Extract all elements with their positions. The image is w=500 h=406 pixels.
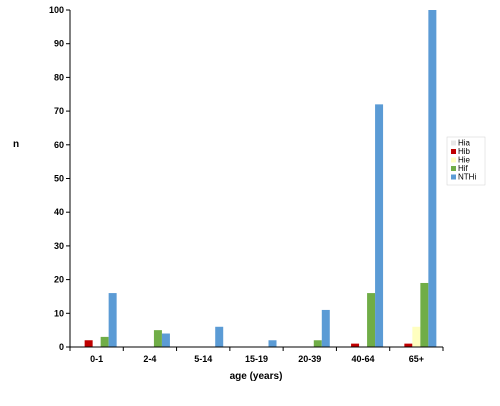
legend-swatch-hie xyxy=(451,157,456,163)
y-tick-label: 20 xyxy=(54,275,64,285)
bar-nthi-20-39 xyxy=(321,309,330,347)
x-tick-label: 2-4 xyxy=(143,354,156,364)
y-tick-label: 30 xyxy=(54,241,64,251)
bars xyxy=(84,10,437,347)
y-tick-label: 0 xyxy=(59,342,64,352)
y-tick-label: 70 xyxy=(54,106,64,116)
x-tick-label: 5-14 xyxy=(194,354,212,364)
bar-hib-40-64 xyxy=(351,343,360,347)
bar-hib-65+ xyxy=(404,343,413,347)
bar-nthi-65+ xyxy=(428,10,437,347)
x-axis-title: age (years) xyxy=(230,371,283,382)
y-axis-ticks: 0 10 20 30 40 50 60 70 80 90 100 xyxy=(49,5,70,352)
x-axis-ticks: 0-1 2-4 5-14 15-19 20-39 40-64 65+ xyxy=(69,347,444,364)
x-tick-label: 15-19 xyxy=(245,354,268,364)
y-tick-label: 80 xyxy=(54,72,64,82)
legend-swatch-hib xyxy=(451,149,456,154)
bar-hif-2-4 xyxy=(153,330,162,347)
y-tick-label: 40 xyxy=(54,207,64,217)
bar-hib-0-1 xyxy=(84,340,93,347)
legend-swatch-nthi xyxy=(451,174,456,180)
x-tick-label: 20-39 xyxy=(298,354,321,364)
bar-hif-20-39 xyxy=(313,340,322,347)
y-tick-label: 60 xyxy=(54,140,64,150)
bar-nthi-40-64 xyxy=(375,104,384,347)
legend-label-nthi: NTHi xyxy=(458,173,476,182)
bar-nthi-0-1 xyxy=(108,293,117,347)
x-tick-label: 0-1 xyxy=(90,354,103,364)
y-tick-label: 100 xyxy=(49,5,64,15)
legend-label-hie: Hie xyxy=(458,156,471,165)
x-tick-label: 40-64 xyxy=(352,354,375,364)
legend-swatch-hif xyxy=(451,166,456,171)
bar-hif-40-64 xyxy=(367,293,376,347)
bar-nthi-5-14 xyxy=(215,326,224,347)
y-tick-label: 50 xyxy=(54,174,64,184)
bar-nthi-2-4 xyxy=(161,333,170,347)
legend-label-hia: Hia xyxy=(458,139,471,148)
x-tick-label: 65+ xyxy=(409,354,424,364)
y-axis-title: n xyxy=(13,139,19,150)
legend-label-hif: Hif xyxy=(458,164,469,173)
y-tick-label: 90 xyxy=(54,39,64,49)
legend-label-hib: Hib xyxy=(458,147,471,156)
bar-hie-65+ xyxy=(412,326,421,347)
bar-nthi-15-19 xyxy=(268,340,277,347)
y-tick-label: 10 xyxy=(54,308,64,318)
bar-hif-0-1 xyxy=(100,336,109,347)
legend-swatch-hia xyxy=(451,140,456,146)
bar-hif-65+ xyxy=(420,282,429,347)
